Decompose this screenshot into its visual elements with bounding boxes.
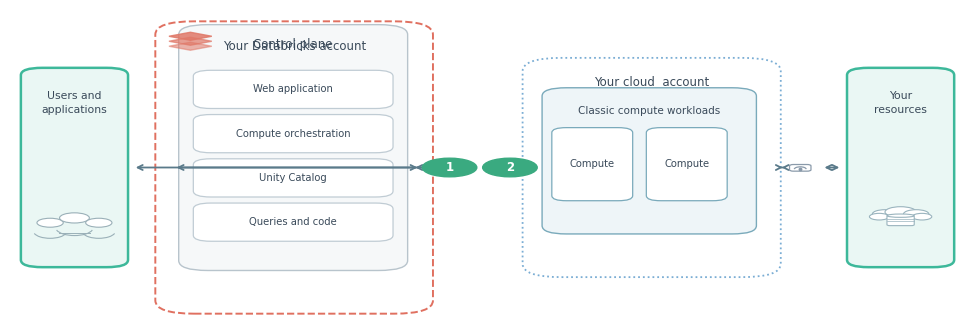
- FancyBboxPatch shape: [193, 203, 393, 241]
- Text: Unity Catalog: Unity Catalog: [259, 173, 327, 183]
- FancyBboxPatch shape: [179, 25, 407, 270]
- FancyBboxPatch shape: [155, 21, 433, 314]
- Polygon shape: [169, 42, 212, 50]
- Ellipse shape: [887, 214, 914, 217]
- FancyBboxPatch shape: [21, 68, 128, 267]
- FancyBboxPatch shape: [193, 70, 393, 109]
- Circle shape: [885, 207, 916, 217]
- FancyBboxPatch shape: [552, 128, 633, 201]
- Circle shape: [86, 218, 112, 227]
- Text: Control plane: Control plane: [253, 38, 333, 51]
- Text: Users and
applications: Users and applications: [42, 91, 107, 115]
- Circle shape: [913, 213, 932, 220]
- Polygon shape: [169, 37, 212, 45]
- Circle shape: [872, 210, 898, 218]
- FancyBboxPatch shape: [542, 88, 756, 234]
- Text: Classic compute workloads: Classic compute workloads: [578, 106, 720, 116]
- FancyBboxPatch shape: [847, 68, 955, 267]
- Text: Your Databricks account: Your Databricks account: [224, 40, 366, 53]
- FancyBboxPatch shape: [193, 159, 393, 197]
- Text: Queries and code: Queries and code: [249, 217, 337, 227]
- Text: 2: 2: [506, 161, 514, 174]
- Circle shape: [483, 158, 537, 177]
- FancyBboxPatch shape: [789, 164, 811, 171]
- FancyBboxPatch shape: [647, 128, 727, 201]
- Circle shape: [37, 218, 64, 227]
- Polygon shape: [169, 32, 212, 40]
- Text: Compute: Compute: [664, 159, 709, 169]
- FancyBboxPatch shape: [887, 216, 914, 226]
- Text: Web application: Web application: [253, 84, 333, 94]
- Text: Compute: Compute: [570, 159, 615, 169]
- Text: Your
resources: Your resources: [874, 91, 927, 115]
- Circle shape: [422, 158, 477, 177]
- Text: 1: 1: [446, 161, 453, 174]
- Circle shape: [870, 213, 889, 220]
- Circle shape: [60, 213, 89, 223]
- FancyBboxPatch shape: [523, 58, 781, 277]
- FancyBboxPatch shape: [193, 115, 393, 153]
- Text: Compute orchestration: Compute orchestration: [235, 129, 351, 139]
- Text: Your cloud  account: Your cloud account: [594, 76, 709, 89]
- Circle shape: [904, 210, 929, 218]
